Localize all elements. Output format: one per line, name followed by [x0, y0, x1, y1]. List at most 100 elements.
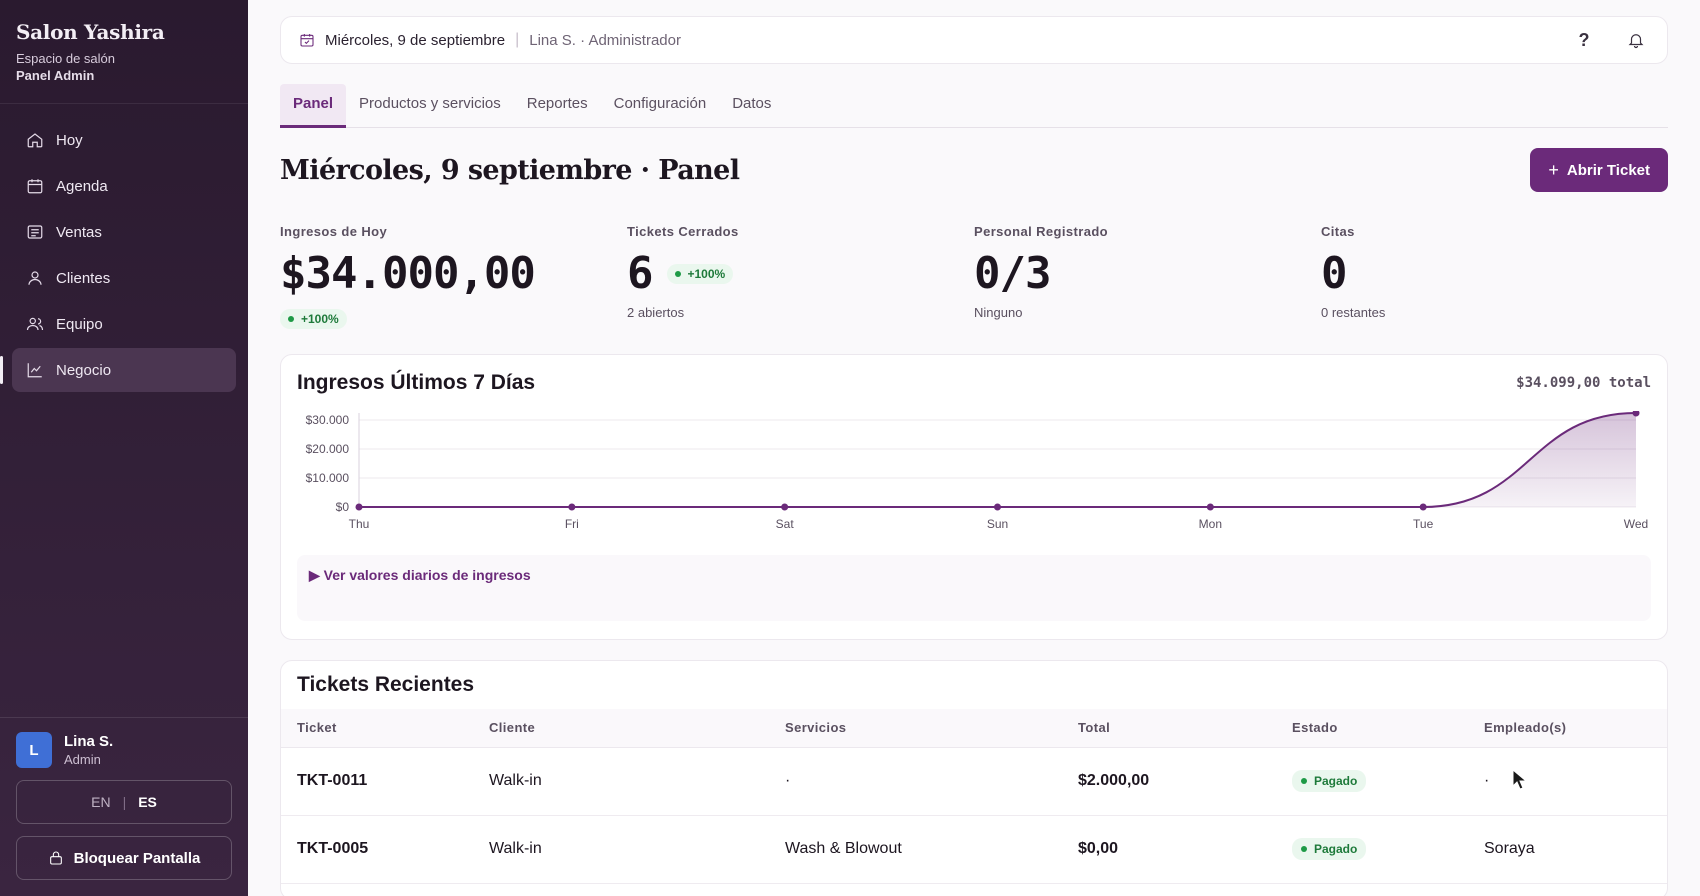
staff: ·	[1468, 747, 1667, 816]
tab-panel[interactable]: Panel	[280, 84, 347, 128]
sidebar-item-label: Clientes	[56, 269, 111, 287]
plus-icon: +	[1548, 159, 1559, 180]
x-tick-label: Sun	[987, 517, 1008, 531]
users-icon	[26, 317, 44, 331]
sidebar: Salon Yashira Espacio de salón Panel Adm…	[0, 0, 248, 896]
ticket-id: TKT-0011	[281, 747, 473, 816]
series-area	[359, 413, 1636, 507]
bell-icon[interactable]	[1623, 27, 1649, 53]
current-user: Lina S. · Administrador	[529, 31, 681, 49]
page-title: Miércoles, 9 septiembre · Panel	[280, 154, 740, 186]
topbar-divider: |	[515, 31, 520, 48]
y-tick-label: $0	[336, 500, 350, 514]
kpi-value: 6	[627, 248, 653, 299]
home-icon	[27, 133, 43, 148]
kpi-tickets-closed: Tickets Cerrados 6 +100% 2 abiertos	[627, 224, 974, 334]
x-tick-label: Wed	[1624, 517, 1648, 531]
sidebar-item-equipo[interactable]: Equipo	[12, 302, 236, 346]
column-header[interactable]: Empleado(s)	[1468, 709, 1667, 748]
sidebar-item-label: Agenda	[56, 177, 108, 195]
kpi-appointments: Citas 0 0 restantes	[1321, 224, 1668, 334]
open-ticket-button[interactable]: + Abrir Ticket	[1530, 148, 1668, 192]
data-point	[355, 503, 363, 511]
sidebar-item-hoy[interactable]: Hoy	[12, 118, 236, 162]
services: Wash & Blowout	[769, 815, 1062, 884]
tab-datos[interactable]: Datos	[732, 95, 772, 112]
kpi-subtext: Ninguno	[974, 305, 1023, 320]
user-profile[interactable]: L Lina S. Admin	[16, 732, 232, 768]
daily-values-toggle[interactable]: ▶ Ver valores diarios de ingresos	[297, 555, 1651, 621]
help-icon[interactable]: ?	[1578, 29, 1590, 50]
kpi-label: Ingresos de Hoy	[280, 224, 388, 239]
column-header[interactable]: Estado	[1276, 709, 1468, 748]
tickets-table: Ticket Cliente Servicios Total Estado Em…	[281, 709, 1667, 884]
lang-divider: |	[122, 794, 127, 810]
user-role: Admin	[64, 752, 101, 767]
tab-productos-servicios[interactable]: Productos y servicios	[359, 95, 501, 112]
lang-en-button[interactable]: EN	[91, 794, 111, 810]
kpi-label: Personal Registrado	[974, 224, 1109, 239]
table-row[interactable]: TKT-0005 Walk-in Wash & Blowout $0,00 Pa…	[281, 815, 1667, 884]
brand-role: Panel Admin	[16, 68, 95, 83]
sidebar-item-clientes[interactable]: Clientes	[12, 256, 236, 300]
sidebar-footer: L Lina S. Admin EN | ES Bloquear Pantall…	[0, 717, 248, 896]
kpi-value: 0	[1321, 248, 1347, 299]
x-tick-label: Fri	[565, 517, 579, 531]
x-tick-label: Thu	[349, 517, 370, 531]
top-bar: Miércoles, 9 de septiembre | Lina S. · A…	[280, 16, 1668, 64]
ticket-id: TKT-0005	[281, 815, 473, 884]
user-icon	[28, 271, 42, 285]
tickets-title: Tickets Recientes	[297, 673, 475, 696]
kpi-subtext: 2 abiertos	[627, 305, 685, 320]
lock-screen-button[interactable]: Bloquear Pantalla	[16, 836, 232, 880]
ticket-total: $2.000,00	[1062, 747, 1276, 816]
column-header[interactable]: Servicios	[769, 709, 1062, 748]
kpi-value: $34.000,00	[280, 248, 536, 299]
tab-reportes[interactable]: Reportes	[526, 95, 588, 112]
revenue-chart: $0 $10.000 $20.000 $30.000 Thu Fri Sat Sun Mon Tu…	[306, 411, 1648, 531]
kpi-label: Citas	[1321, 224, 1355, 239]
kpi-revenue: Ingresos de Hoy $34.000,00 +100%	[280, 224, 627, 334]
data-point	[994, 503, 1001, 511]
data-point	[568, 503, 576, 511]
client-name: Walk-in	[473, 815, 769, 884]
x-tick-label: Tue	[1413, 517, 1434, 531]
mouse-cursor-icon	[1512, 769, 1528, 790]
staff: Soraya	[1468, 815, 1667, 884]
series-line	[358, 412, 1637, 508]
calendar-icon	[27, 179, 43, 194]
sidebar-item-negocio[interactable]: Negocio	[0, 348, 236, 392]
sidebar-nav: Hoy Agenda Ventas Clientes Equipo Negoci…	[0, 104, 248, 408]
table-row[interactable]: TKT-0011 Walk-in · $2.000,00 Pagado ·	[281, 747, 1667, 816]
kpi-value: 0/3	[974, 248, 1051, 299]
tab-configuracion[interactable]: Configuración	[613, 95, 707, 112]
open-ticket-label: Abrir Ticket	[1566, 161, 1650, 179]
sidebar-item-label: Negocio	[56, 361, 112, 379]
kpi-subtext: 0 restantes	[1321, 305, 1386, 320]
column-header[interactable]: Cliente	[473, 709, 769, 748]
avatar: L	[16, 732, 52, 768]
column-header[interactable]: Total	[1062, 709, 1276, 748]
current-date: Miércoles, 9 de septiembre	[325, 31, 506, 49]
chart-icon	[27, 363, 42, 378]
topbar-actions: ?	[1571, 27, 1649, 53]
status-badge: Pagado	[1292, 838, 1367, 860]
trend-badge: +100%	[280, 309, 347, 329]
sidebar-item-label: Equipo	[56, 315, 103, 333]
lang-es-button[interactable]: ES	[138, 794, 157, 810]
brand: Salon Yashira Espacio de salón Panel Adm…	[0, 0, 248, 104]
column-header[interactable]: Ticket	[281, 709, 473, 748]
data-point	[1206, 503, 1214, 511]
client-name: Walk-in	[473, 747, 769, 816]
lock-screen-label: Bloquear Pantalla	[73, 849, 201, 867]
services: ·	[769, 747, 1062, 816]
brand-subtitle: Espacio de salón	[16, 51, 116, 66]
sidebar-item-agenda[interactable]: Agenda	[12, 164, 236, 208]
chart-title: Ingresos Últimos 7 Días	[297, 371, 536, 394]
user-name: Lina S.	[64, 733, 114, 750]
status-badge: Pagado	[1292, 770, 1367, 792]
sidebar-item-ventas[interactable]: Ventas	[12, 210, 236, 254]
main-content: Miércoles, 9 de septiembre | Lina S. · A…	[280, 16, 1668, 896]
trend-badge: +100%	[666, 264, 734, 284]
y-tick-label: $30.000	[306, 413, 350, 427]
